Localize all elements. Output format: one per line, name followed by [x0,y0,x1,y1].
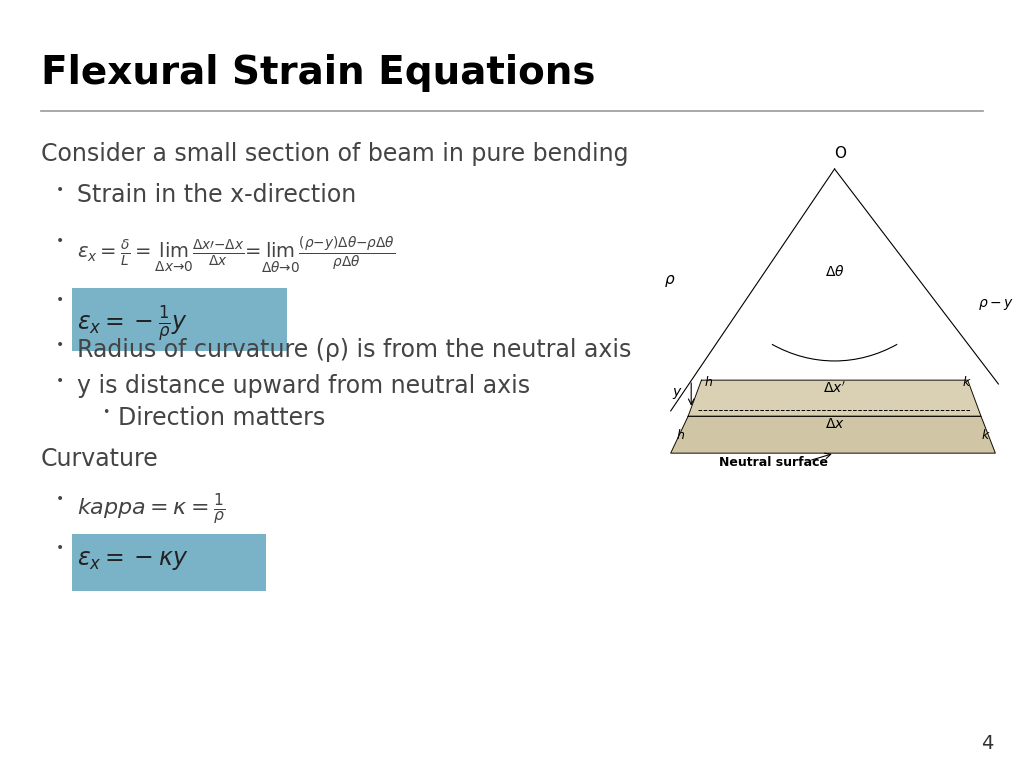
Text: •: • [56,541,65,555]
Polygon shape [671,416,995,453]
Text: k: k [981,429,989,442]
Text: $\varepsilon_x = -\kappa y$: $\varepsilon_x = -\kappa y$ [77,548,188,571]
Text: •: • [56,374,65,388]
Text: O: O [834,146,846,161]
Text: $\varepsilon_x = -\frac{1}{\rho}y$: $\varepsilon_x = -\frac{1}{\rho}y$ [77,305,187,344]
Polygon shape [688,380,981,416]
Text: $\varepsilon_x = \frac{\delta}{L} = \lim_{\Delta x \to 0} \frac{\Delta x\prime -: $\varepsilon_x = \frac{\delta}{L} = \lim… [77,234,395,275]
Text: h: h [677,429,685,442]
Text: 4: 4 [981,733,993,753]
Text: $kappa = \kappa = \frac{1}{\rho}$: $kappa = \kappa = \frac{1}{\rho}$ [77,492,225,527]
Text: Neutral surface: Neutral surface [719,456,827,469]
Text: y is distance upward from neutral axis: y is distance upward from neutral axis [77,374,530,398]
Text: h: h [705,376,713,389]
Text: Direction matters: Direction matters [118,406,325,429]
Text: •: • [102,406,110,419]
Text: •: • [56,338,65,352]
FancyBboxPatch shape [72,288,287,351]
Text: •: • [56,234,65,248]
Text: Curvature: Curvature [41,447,159,471]
Text: Strain in the x-direction: Strain in the x-direction [77,183,356,207]
Text: Flexural Strain Equations: Flexural Strain Equations [41,54,596,91]
Text: $\rho - y$: $\rho - y$ [978,297,1014,313]
Text: Consider a small section of beam in pure bending: Consider a small section of beam in pure… [41,142,629,166]
FancyBboxPatch shape [72,534,266,591]
Text: $\Delta x'$: $\Delta x'$ [823,381,846,396]
Text: $\rho$: $\rho$ [665,273,676,290]
Text: •: • [56,183,65,197]
Text: $\Delta\theta$: $\Delta\theta$ [824,264,845,280]
Text: •: • [56,293,65,307]
Text: •: • [56,492,65,505]
Text: $\Delta x$: $\Delta x$ [824,417,845,431]
Text: y: y [673,385,681,399]
Text: k: k [963,376,971,389]
Text: Radius of curvature (ρ) is from the neutral axis: Radius of curvature (ρ) is from the neut… [77,338,631,362]
